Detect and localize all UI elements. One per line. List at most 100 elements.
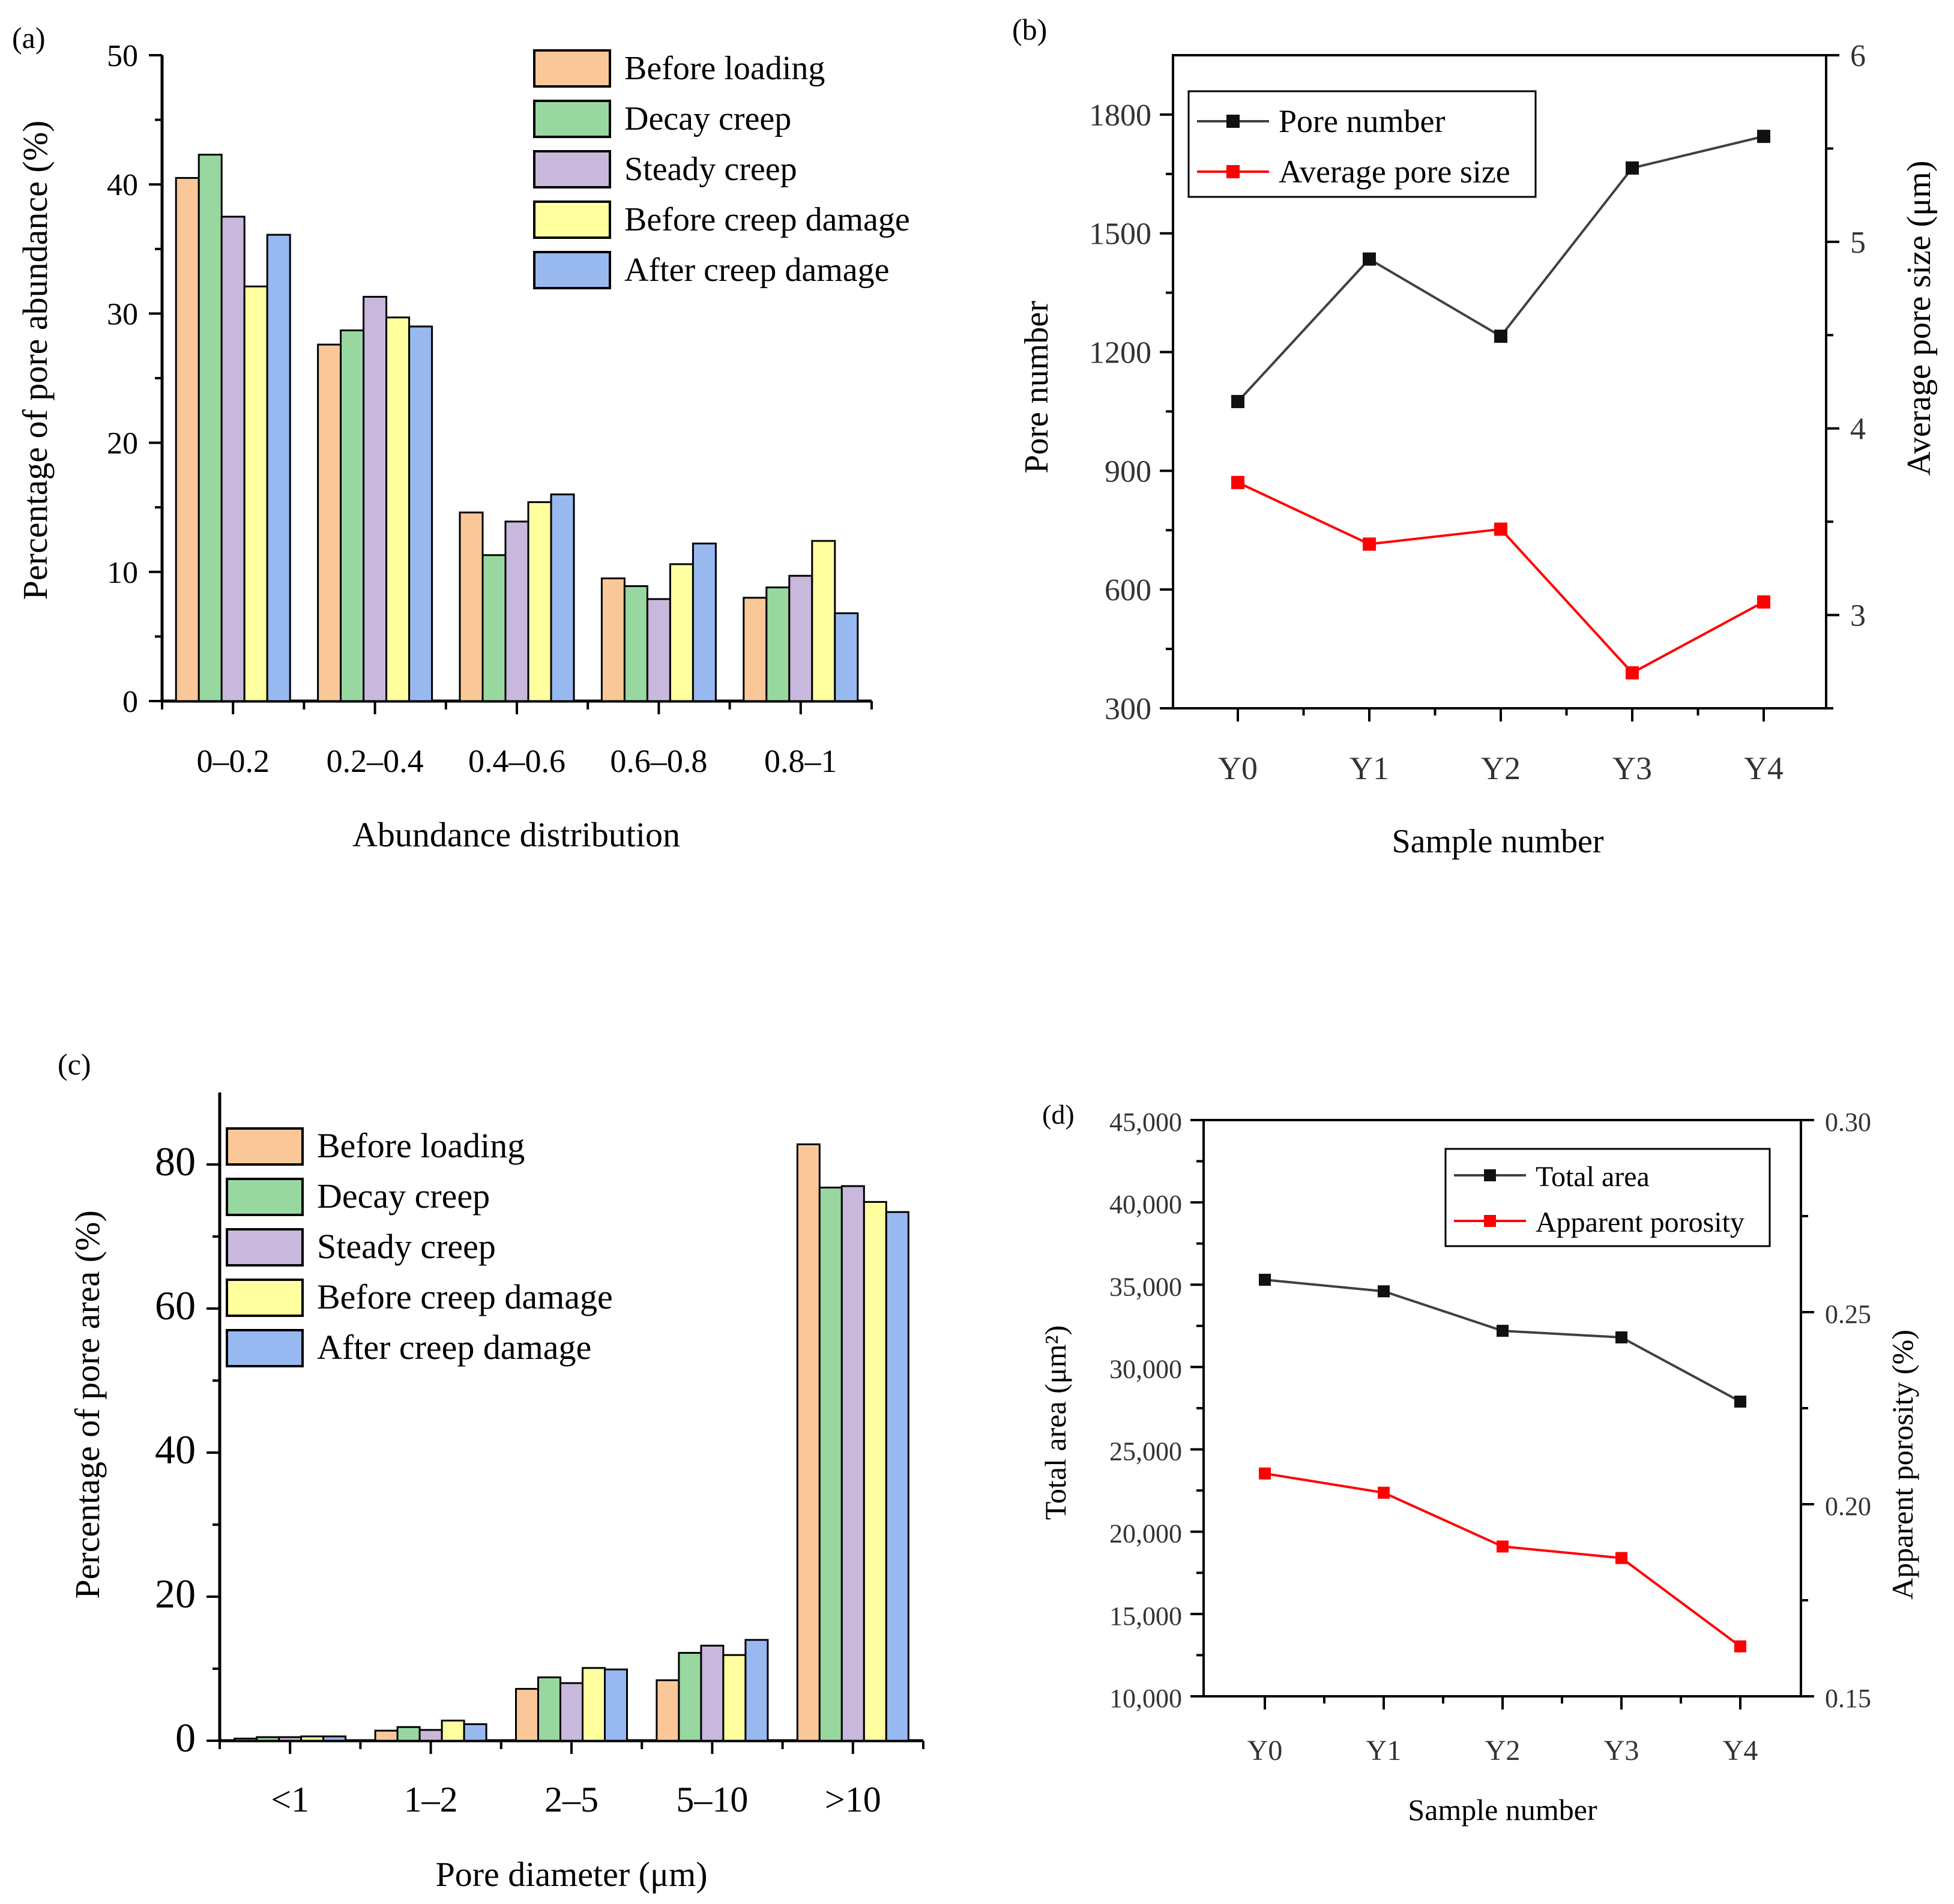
point-average-pore-size-2 [1494, 522, 1507, 536]
y2-tick-label: 6 [1850, 39, 1866, 73]
bar-after-creep-damage-3 [744, 1639, 769, 1742]
legend-label: Steady creep [317, 1227, 496, 1266]
y-tick-label: 45,000 [1109, 1107, 1182, 1137]
legend-swatch-steady-creep [226, 1228, 304, 1267]
y-tick-label: 35,000 [1109, 1272, 1182, 1301]
x-tick-label: 1–2 [404, 1780, 458, 1819]
point-average-pore-size-3 [1626, 666, 1639, 679]
y-tick-label: 1800 [1089, 98, 1151, 133]
bar-decay-creep-2 [537, 1676, 561, 1742]
y2-tick-label: 5 [1850, 226, 1866, 260]
x-tick-label: Y3 [1612, 750, 1652, 786]
x-tick-label: 0.4–0.6 [468, 743, 565, 779]
y2-tick-label: 4 [1850, 412, 1866, 447]
d-ylabel: Total area (μm²) [1039, 1325, 1072, 1520]
y-tick-label: 80 [155, 1139, 196, 1184]
point-apparent-porosity-0 [1259, 1467, 1271, 1480]
x-tick-label: Y1 [1366, 1735, 1402, 1767]
series-line-apparent-porosity [1264, 1472, 1741, 1648]
point-pore-number-4 [1757, 130, 1770, 143]
bar-decay-creep-1 [340, 329, 365, 702]
legend-label: Before creep damage [317, 1277, 613, 1316]
y-tick-label: 40,000 [1109, 1190, 1182, 1219]
point-average-pore-size-4 [1757, 595, 1770, 609]
y-tick-label: 50 [107, 39, 138, 73]
panel-d: 10,000 15,000 20,000 25,000 30,000 35,000 40,0… [1109, 1107, 1871, 1767]
y-tick-label: 1200 [1089, 336, 1151, 370]
bar-after-creep-damage-4 [834, 612, 859, 702]
x-tick-label: 2–5 [544, 1780, 599, 1819]
a-ylabel: Percentage of pore abundance (%) [16, 121, 55, 600]
legend-swatch-after-creep-damage [226, 1329, 304, 1367]
bar-after-creep-damage-1 [408, 325, 433, 702]
bar-before-creep-damage-3 [722, 1654, 747, 1742]
y-tick-label: 10,000 [1109, 1684, 1182, 1713]
legend-label: After creep damage [624, 252, 890, 289]
legend-box [1187, 90, 1537, 198]
y-tick-label: 30,000 [1109, 1354, 1182, 1384]
point-apparent-porosity-3 [1615, 1552, 1627, 1564]
bar-before-creep-damage-2 [582, 1667, 606, 1742]
y-tick-label: 0 [175, 1715, 196, 1761]
bar-before-creep-damage-3 [669, 563, 694, 702]
legend-swatch-after-creep-damage [533, 251, 611, 289]
legend-swatch-decay-creep [226, 1178, 304, 1216]
legend-swatch-before-creep-damage [226, 1279, 304, 1317]
bar-before-creep-damage-4 [863, 1201, 887, 1742]
bar-before-loading-1 [374, 1729, 399, 1742]
a-xlabel: Abundance distribution [352, 815, 680, 854]
series-line-total-area [1264, 1279, 1741, 1403]
y-tick-label: 10 [107, 556, 138, 590]
point-average-pore-size-1 [1363, 537, 1376, 551]
bar-steady-creep-1 [418, 1729, 443, 1742]
bar-steady-creep-2 [504, 520, 529, 702]
legend-swatch-steady-creep [533, 150, 611, 188]
x-tick-label: Y4 [1723, 1735, 1758, 1767]
y-tick-label: 20,000 [1109, 1519, 1182, 1549]
b-y2label: Average pore size (μm) [1901, 161, 1938, 476]
d-y2label: Apparent porosity (%) [1886, 1330, 1919, 1600]
bar-before-loading-2 [515, 1688, 539, 1742]
point-pore-number-3 [1626, 161, 1639, 175]
point-pore-number-0 [1231, 394, 1244, 408]
panel-label-b: (b) [1012, 13, 1047, 46]
x-tick-label: >10 [825, 1780, 881, 1819]
legend-label: Apparent porosity [1536, 1207, 1744, 1238]
legend-marker-total-area [1484, 1169, 1496, 1181]
x-tick-label: Y1 [1349, 750, 1389, 786]
series-line-average-pore-size [1237, 481, 1764, 675]
bar-steady-creep-3 [646, 598, 671, 702]
point-total-area-0 [1259, 1274, 1271, 1286]
y-tick-label: 0 [122, 685, 138, 719]
y-tick-label: 15,000 [1109, 1601, 1182, 1631]
panel-label-c: (c) [58, 1047, 91, 1081]
legend-label: Before creep damage [624, 201, 910, 238]
bar-steady-creep-3 [700, 1645, 725, 1742]
legend-swatch-before-loading [226, 1127, 304, 1166]
bar-steady-creep-1 [363, 295, 388, 702]
legend-marker-average-pore-size [1226, 165, 1240, 178]
y2-tick-label: 0.25 [1825, 1300, 1871, 1329]
bar-before-creep-damage-0 [300, 1735, 325, 1742]
point-pore-number-1 [1363, 252, 1376, 266]
c-ylabel: Percentage of pore area (%) [68, 1210, 107, 1598]
y-tick-label: 40 [155, 1427, 196, 1472]
panel-c: 0 20 40 60 80 <1 1–2 2–5 5–10 >10 Before loading De… [155, 1092, 924, 1819]
x-tick-label: Y0 [1247, 1735, 1283, 1767]
bar-steady-creep-0 [220, 215, 246, 702]
bar-before-loading-0 [175, 176, 200, 702]
y2-tick-label: 3 [1850, 599, 1866, 633]
panel-a: 0 10 20 30 40 50 0–0.2 0.2–0.4 0.4–0.6 0.6–0.8 0.8… [107, 39, 910, 779]
y-tick-label: 900 [1105, 454, 1151, 489]
legend-swatch-before-creep-damage [533, 200, 611, 239]
bar-before-loading-3 [600, 577, 626, 702]
bar-decay-creep-4 [765, 586, 791, 702]
y-tick-label: 60 [155, 1283, 196, 1328]
point-total-area-1 [1378, 1285, 1390, 1298]
point-apparent-porosity-4 [1734, 1640, 1746, 1652]
x-tick-label: 0–0.2 [196, 743, 270, 779]
bar-before-creep-damage-1 [441, 1719, 465, 1742]
legend-label: Before loading [624, 50, 825, 87]
bar-before-loading-4 [796, 1143, 821, 1742]
point-pore-number-2 [1494, 330, 1507, 343]
